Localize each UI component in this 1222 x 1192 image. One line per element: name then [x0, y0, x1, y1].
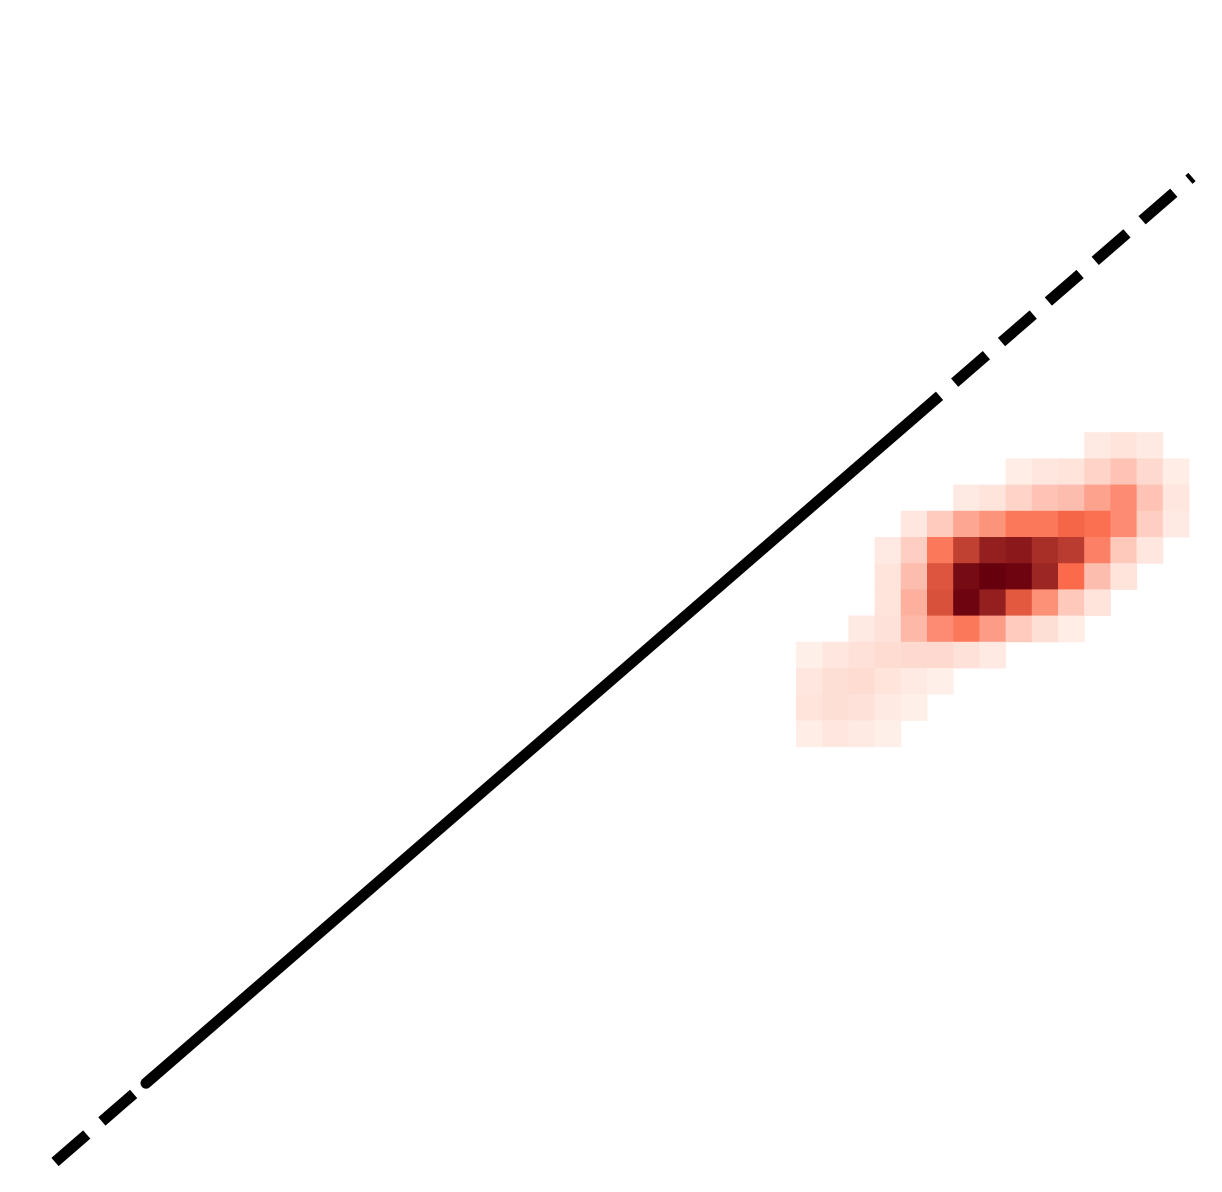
- heatmap-cell: [927, 510, 954, 538]
- heatmap-cell: [927, 641, 954, 669]
- heatmap-cell: [1162, 484, 1190, 512]
- heatmap-cell: [1110, 458, 1138, 486]
- heatmap-cell: [1084, 432, 1111, 459]
- heatmap-cell: [953, 537, 980, 564]
- heatmap-cell: [1084, 458, 1111, 486]
- reference-line-solid: [140, 417, 914, 1089]
- density-heatmap: [796, 432, 1190, 748]
- heatmap-cell: [874, 589, 902, 617]
- heatmap-cell: [979, 563, 1007, 590]
- heatmap-cell: [1005, 537, 1033, 564]
- heatmap-cell: [900, 537, 928, 564]
- heatmap-cell: [874, 668, 902, 695]
- heatmap-cell: [1110, 432, 1138, 459]
- reference-line-dashed-lower: [51, 1079, 150, 1167]
- heatmap-cell: [953, 641, 980, 669]
- heatmap-cell: [927, 668, 954, 695]
- heatmap-cell: [796, 641, 823, 669]
- heatmap-cell: [848, 668, 876, 695]
- heatmap-cell: [1084, 563, 1111, 590]
- heatmap-cell: [900, 510, 928, 538]
- heatmap-cell: [1031, 589, 1059, 617]
- heatmap-cell: [1005, 563, 1033, 590]
- heatmap-cell: [796, 668, 823, 695]
- heatmap-cell: [1058, 484, 1085, 512]
- heatmap-cell: [822, 641, 849, 669]
- heatmap-cell: [1058, 615, 1085, 643]
- heatmap-cell: [979, 641, 1007, 669]
- heatmap-cell: [796, 694, 823, 721]
- heatmap-cell: [1136, 537, 1164, 564]
- reference-line: [51, 172, 1196, 1167]
- heatmap-cell: [1031, 510, 1059, 538]
- heatmap-cell: [1058, 589, 1085, 617]
- heatmap-cell: [1162, 458, 1190, 486]
- heatmap-cell: [900, 563, 928, 590]
- heatmap-cell: [1031, 563, 1059, 590]
- heatmap-cell: [874, 694, 902, 721]
- heatmap-cell: [1058, 458, 1085, 486]
- heatmap-cell: [1136, 510, 1164, 538]
- heatmap-cell: [1110, 537, 1138, 564]
- heatmap-cell: [927, 615, 954, 643]
- heatmap-cell: [874, 615, 902, 643]
- heatmap-cell: [1031, 458, 1059, 486]
- heatmap-cell: [953, 615, 980, 643]
- heatmap-cell: [1136, 432, 1164, 459]
- heatmap-cell: [1005, 484, 1033, 512]
- heatmap-cell: [822, 694, 849, 721]
- heatmap-cell: [1005, 510, 1033, 538]
- heatmap-cell: [1110, 510, 1138, 538]
- heatmap-cell: [1084, 484, 1111, 512]
- heatmap-cell: [1110, 563, 1138, 590]
- heatmap-cell: [1162, 510, 1190, 538]
- heatmap-cell: [822, 720, 849, 748]
- heatmap-cell: [927, 563, 954, 590]
- heatmap-cell: [927, 589, 954, 617]
- heatmap-cell: [848, 720, 876, 748]
- heatmap-cell: [1031, 615, 1059, 643]
- heatmap-cell: [953, 563, 980, 590]
- heatmap-cell: [874, 563, 902, 590]
- heatmap-cell: [822, 668, 849, 695]
- heatmap-cell: [900, 589, 928, 617]
- heatmap-cell: [979, 537, 1007, 564]
- heatmap-cell: [979, 484, 1007, 512]
- heatmap-cell: [953, 589, 980, 617]
- heatmap-cell: [874, 537, 902, 564]
- heatmap-cell: [848, 615, 876, 643]
- heatmap-cell: [900, 668, 928, 695]
- heatmap-cell: [953, 510, 980, 538]
- heatmap-cell: [979, 615, 1007, 643]
- heatmap-cell: [1136, 458, 1164, 486]
- heatmap-cell: [979, 510, 1007, 538]
- heatmap-cell: [848, 694, 876, 721]
- heatmap-cell: [1136, 484, 1164, 512]
- heatmap-cell: [1031, 537, 1059, 564]
- heatmap-cell: [927, 537, 954, 564]
- heatmap-cell: [900, 615, 928, 643]
- heatmap-cell: [1110, 484, 1138, 512]
- heatmap-cell: [1084, 510, 1111, 538]
- heatmap-cell: [1005, 615, 1033, 643]
- heatmap-cell: [1084, 537, 1111, 564]
- heatmap-cell: [1058, 510, 1085, 538]
- heatmap-cell: [1005, 458, 1033, 486]
- heatmap-cell: [1005, 589, 1033, 617]
- reference-line-dashed-upper: [904, 172, 1196, 428]
- heatmap-cell: [900, 641, 928, 669]
- heatmap-cell: [874, 641, 902, 669]
- heatmap-cell: [874, 720, 902, 748]
- heatmap-cell: [1031, 484, 1059, 512]
- heatmap-cell: [1058, 563, 1085, 590]
- heatmap-cell: [953, 484, 980, 512]
- heatmap-cell: [979, 589, 1007, 617]
- heatmap-cell: [900, 694, 928, 721]
- heatmap-cell: [1084, 589, 1111, 617]
- heatmap-cell: [848, 641, 876, 669]
- heatmap-cell: [796, 720, 823, 748]
- heatmap-cell: [1058, 537, 1085, 564]
